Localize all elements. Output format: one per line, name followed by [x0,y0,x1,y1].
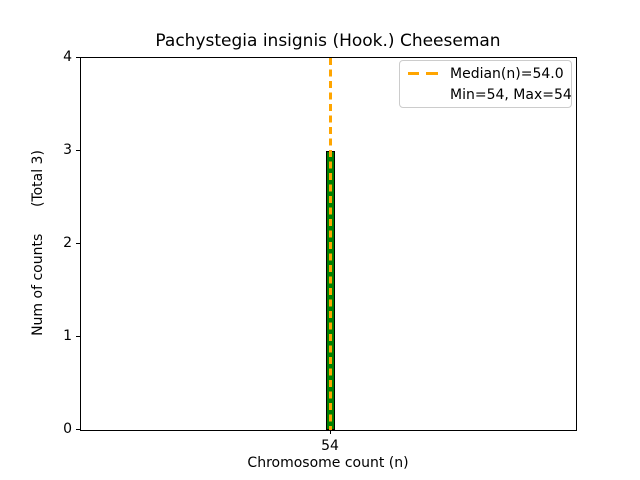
legend: Median(n)=54.0 Min=54, Max=54 [399,60,572,108]
plot-area [80,57,577,431]
empty-handle [408,93,438,96]
legend-minmax-entry: Min=54, Max=54 [408,86,572,104]
y-tick-label-4: 4 [63,49,72,65]
chart-title: Pachystegia insignis (Hook.) Cheeseman [155,31,501,51]
y-tick-mark-3 [76,150,80,151]
x-axis-label: Chromosome count (n) [247,455,409,471]
y-tick-label-0: 0 [63,421,72,437]
y-tick-mark-1 [76,336,80,337]
legend-median-entry: Median(n)=54.0 [408,65,564,83]
y-tick-mark-2 [76,243,80,244]
y-tick-mark-4 [76,57,80,58]
x-tick-label-54: 54 [321,438,339,454]
legend-median-label: Median(n)=54.0 [450,65,564,82]
dashed-line-icon [408,72,438,75]
legend-minmax-label: Min=54, Max=54 [450,86,572,103]
y-tick-label-2: 2 [63,235,72,251]
x-tick-mark-54 [330,430,331,434]
y-tick-label-1: 1 [63,328,72,344]
y-axis-label: Num of counts (Total 3) [30,150,46,336]
y-tick-mark-0 [76,429,80,430]
y-tick-label-3: 3 [63,142,72,158]
median-line [329,58,332,430]
